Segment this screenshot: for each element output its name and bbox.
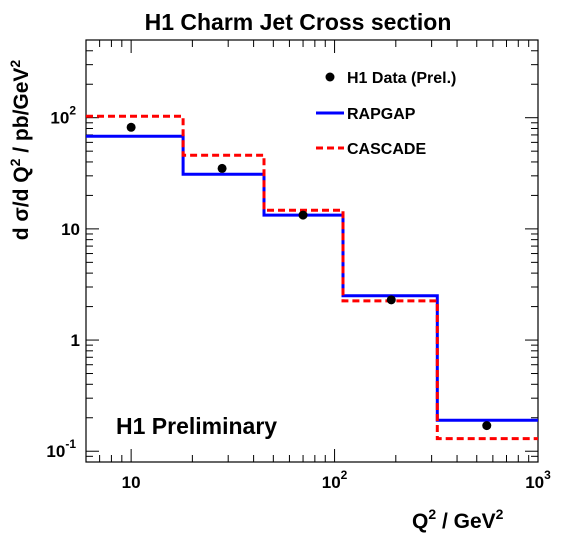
series-rapgap-line xyxy=(86,134,538,422)
x-tick-label: 10 xyxy=(122,473,141,492)
data-point xyxy=(386,295,396,305)
data-point xyxy=(298,210,308,220)
legend-label-cascade: CASCADE xyxy=(347,141,426,158)
svg-text:d σ/d Q2 / pb/GeV2: d σ/d Q2 / pb/GeV2 xyxy=(7,60,33,241)
legend-marker-data xyxy=(325,72,335,82)
axis-ticks xyxy=(85,39,539,463)
y-tick-label: 102 xyxy=(50,104,76,128)
plot-frame xyxy=(85,39,539,463)
y-tick-label: 10-1 xyxy=(46,437,76,461)
y-tick-label: 10 xyxy=(61,220,80,239)
data-point xyxy=(482,421,492,431)
legend-label-data: H1 Data (Prel.) xyxy=(347,70,456,87)
y-tick-label: 1 xyxy=(71,331,80,350)
svg-text:Q2 / GeV2: Q2 / GeV2 xyxy=(412,506,504,533)
data-point xyxy=(217,163,227,173)
x-axis-label: Q2 / GeV2 xyxy=(412,506,504,533)
x-tick-label: 103 xyxy=(525,468,551,492)
chart-title: H1 Charm Jet Cross section xyxy=(145,9,452,35)
legend-label-rapgap: RAPGAP xyxy=(347,106,416,123)
data-point xyxy=(126,122,136,132)
legend: H1 Data (Prel.) RAPGAP CASCADE xyxy=(316,70,456,158)
x-tick-label: 102 xyxy=(322,468,348,492)
series-cascade-line xyxy=(86,114,538,441)
y-axis-label: d σ/d Q2 / pb/GeV2 xyxy=(7,60,33,241)
h1-preliminary-annotation: H1 Preliminary xyxy=(116,413,277,439)
plot-series xyxy=(86,114,538,441)
